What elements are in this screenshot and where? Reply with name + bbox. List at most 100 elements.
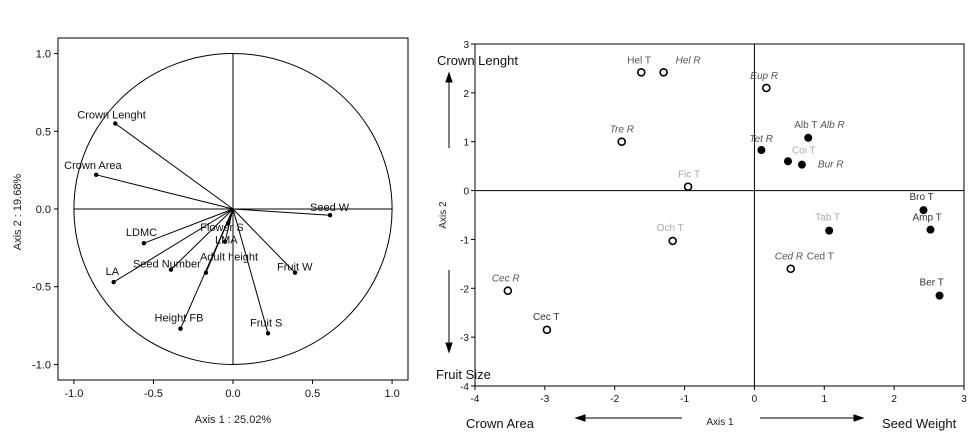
vector-endpoint bbox=[141, 241, 147, 246]
annotation-crown-lenght: Crown Lenght bbox=[437, 53, 518, 68]
y-tick-label: 0.0 bbox=[36, 204, 51, 216]
point-marker bbox=[783, 157, 792, 166]
point-marker bbox=[786, 264, 796, 274]
vector-endpoint bbox=[168, 267, 174, 272]
annotation-crown-area: Crown Area bbox=[466, 416, 535, 431]
vector-line bbox=[114, 123, 234, 210]
point-label: Hel R bbox=[676, 55, 701, 66]
arrow-right-head bbox=[853, 414, 865, 422]
point-label: Tre R bbox=[610, 125, 634, 136]
vector-label: LDMC bbox=[126, 227, 157, 239]
x-tick-label: 3 bbox=[961, 394, 967, 405]
annotation-seed-weight: Seed Weight bbox=[882, 416, 957, 431]
x-tick-label: 2 bbox=[891, 394, 897, 405]
vector-endpoint bbox=[178, 326, 183, 331]
vector-endpoint bbox=[265, 331, 271, 336]
point-marker bbox=[935, 291, 944, 300]
vector-label: LMA bbox=[215, 235, 238, 247]
vector-label: Crown Lenght bbox=[77, 110, 146, 122]
point-label: Cec R bbox=[492, 274, 520, 285]
vector-label: Crown Area bbox=[64, 160, 122, 172]
vector-endpoint bbox=[222, 239, 228, 244]
x-tick-label: -3 bbox=[540, 394, 549, 405]
point-marker bbox=[636, 68, 646, 77]
vector-line bbox=[224, 208, 234, 242]
point-marker bbox=[757, 146, 766, 155]
point-marker bbox=[683, 182, 693, 191]
point-label: Amp T bbox=[912, 213, 941, 224]
species-ordination-chart: -4 -3 -2 -1 0 1 2 3 3 2 1 0 -1 -2 -3 -4 Hel T Hel R Eup R… bbox=[436, 40, 967, 431]
vector-line bbox=[232, 208, 296, 274]
vector-endpoint bbox=[93, 172, 99, 177]
y-tick-label: 1.0 bbox=[36, 49, 51, 61]
left-y-axis-label: Axis 2 : 19.68% bbox=[12, 174, 24, 251]
point-label: Ced T bbox=[807, 252, 834, 263]
vector-line bbox=[232, 208, 269, 334]
right-plot-frame bbox=[474, 43, 965, 387]
vector-label: Height FB bbox=[155, 313, 204, 325]
y-tick-label: -1 bbox=[460, 235, 469, 246]
vector-endpoint bbox=[111, 279, 116, 285]
point-marker bbox=[617, 137, 627, 147]
annotation-fruit-size: Fruit Size bbox=[436, 367, 491, 382]
vector-label: Seed W bbox=[310, 202, 350, 214]
point-label: Hel T bbox=[627, 55, 651, 66]
point-label: Cec T bbox=[533, 312, 560, 323]
vector-endpoint bbox=[113, 121, 118, 126]
point-marker bbox=[668, 236, 677, 246]
point-label: Tet R bbox=[749, 134, 773, 145]
x-tick-label: 0.0 bbox=[225, 388, 240, 400]
vector-line bbox=[96, 174, 234, 210]
y-tick-label: -3 bbox=[460, 333, 469, 344]
arrow-down-head bbox=[445, 342, 453, 354]
vector-label: Seed Number bbox=[133, 259, 201, 271]
point-label: Bur R bbox=[818, 160, 844, 171]
x-tick-label: 0 bbox=[752, 394, 758, 405]
y-tick-label: 3 bbox=[463, 40, 469, 51]
point-marker bbox=[797, 160, 806, 169]
point-marker bbox=[919, 206, 928, 215]
point-label: Ber T bbox=[920, 278, 944, 289]
right-x-axis-label: Axis 1 bbox=[706, 417, 734, 428]
right-y-axis-label: Axis 2 bbox=[438, 201, 449, 229]
y-tick-label: -4 bbox=[460, 382, 469, 393]
x-tick-label: -2 bbox=[610, 394, 619, 405]
arrow-up-head bbox=[445, 71, 453, 83]
x-tick-label: -0.5 bbox=[144, 388, 163, 400]
vector-line bbox=[113, 208, 234, 283]
direction-arrows bbox=[445, 71, 865, 422]
y-tick-label: -1.0 bbox=[32, 359, 51, 371]
vector-label: LA bbox=[106, 266, 120, 278]
point-label: Coi T bbox=[792, 145, 816, 156]
y-tick-label: 2 bbox=[463, 89, 469, 100]
point-marker bbox=[825, 226, 834, 235]
vector-label: Fruit W bbox=[277, 262, 313, 274]
vector-line bbox=[170, 208, 234, 270]
point-label: Tab T bbox=[815, 213, 840, 224]
x-tick-label: -1 bbox=[680, 394, 689, 405]
point-label: Bro T bbox=[909, 192, 933, 203]
vector-label: Adult height bbox=[200, 252, 258, 264]
y-tick-label: 0.5 bbox=[36, 126, 51, 138]
y-tick-label: 0 bbox=[463, 187, 469, 198]
vector-endpoint bbox=[327, 213, 333, 218]
x-tick-label: 1 bbox=[822, 394, 828, 405]
vector-line bbox=[143, 208, 234, 244]
point-marker bbox=[926, 225, 935, 234]
point-label: Fic T bbox=[678, 170, 700, 181]
point-marker bbox=[762, 83, 771, 93]
y-tick-label: -0.5 bbox=[32, 282, 51, 294]
point-label: Eup R bbox=[750, 71, 778, 82]
point-label: Ced R bbox=[775, 252, 803, 263]
point-marker bbox=[503, 286, 513, 296]
vector-line bbox=[232, 208, 331, 216]
y-tick-label: -2 bbox=[460, 284, 469, 295]
point-marker bbox=[804, 133, 813, 142]
x-tick-label: -1.0 bbox=[64, 388, 83, 400]
left-x-axis-label: Axis 1 : 25.02% bbox=[195, 414, 272, 426]
point-label: Och T bbox=[657, 223, 684, 234]
vector-endpoint bbox=[292, 270, 298, 275]
vector-line bbox=[180, 208, 234, 329]
point-marker bbox=[542, 325, 552, 335]
